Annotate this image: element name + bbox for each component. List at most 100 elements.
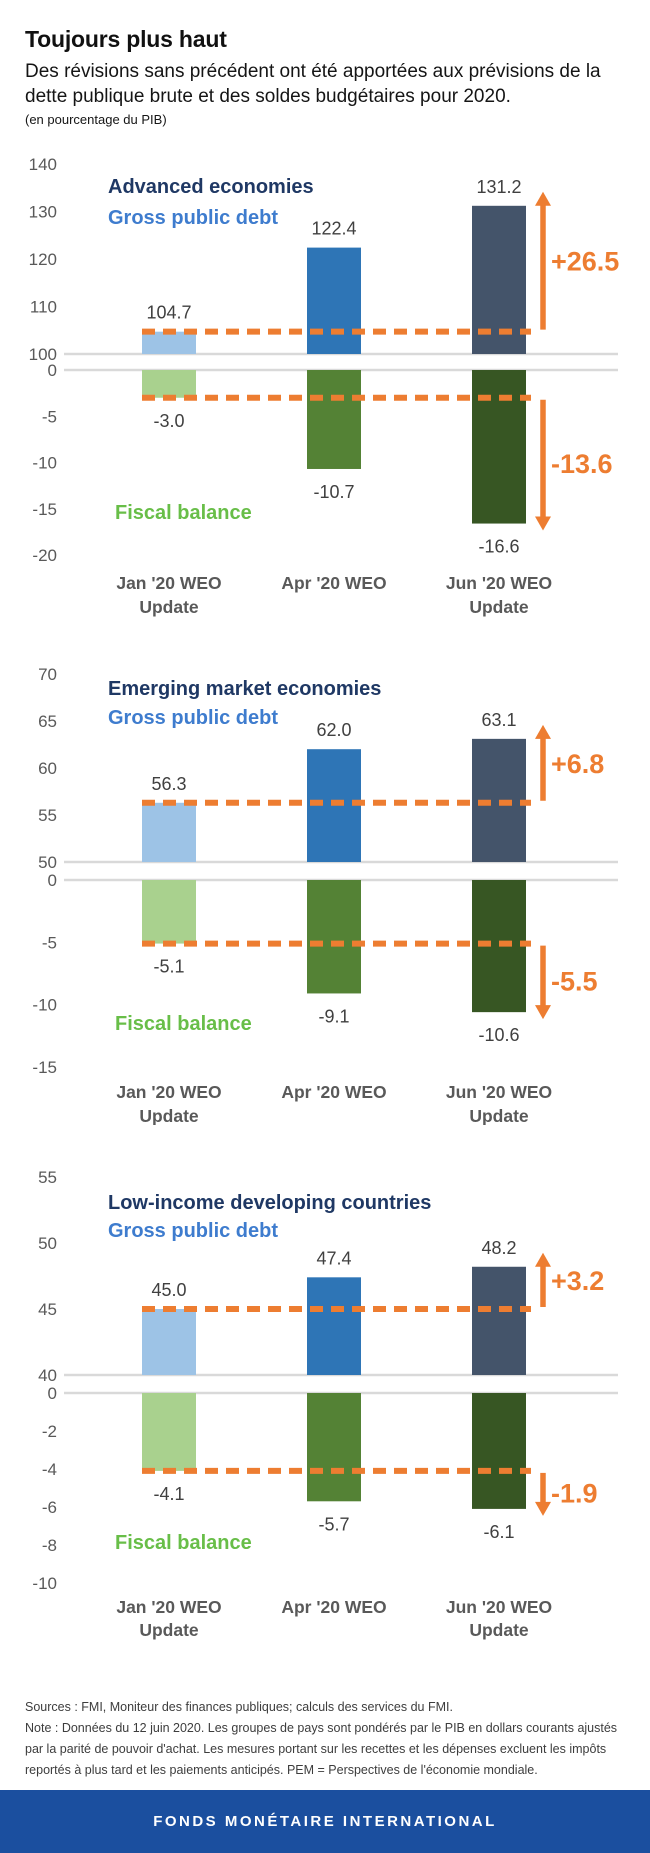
category-label-0-line2: Update: [139, 597, 199, 617]
debt-axis-tick: 55: [38, 806, 57, 825]
fiscal-axis-tick: -6: [42, 1498, 57, 1517]
footnotes: Sources : FMI, Moniteur des finances pub…: [0, 1653, 650, 1790]
region-title: Low-income developing countries: [108, 1192, 431, 1214]
category-label-2-line2: Update: [469, 597, 529, 617]
fiscal-bar-1: [307, 370, 361, 469]
debt-axis-tick: 50: [38, 853, 57, 872]
category-label-0: Jan '20 WEO: [116, 1082, 221, 1102]
fiscal-change-label: -13.6: [551, 449, 613, 479]
fiscal-axis-tick: -5: [42, 407, 57, 426]
fiscal-axis-tick: -4: [42, 1460, 57, 1479]
category-label-2: Jun '20 WEO: [446, 1082, 552, 1102]
fiscal-axis-tick: 0: [48, 871, 57, 890]
region-title: Advanced economies: [108, 176, 314, 198]
debt-value-label-1: 62.0: [316, 720, 351, 740]
fiscal-axis-tick: -15: [32, 1058, 57, 1077]
debt-change-arrowhead: [535, 191, 551, 206]
fiscal-bar-2: [472, 1393, 526, 1509]
fiscal-series-label: Fiscal balance: [115, 1532, 252, 1554]
fiscal-axis-tick: -8: [42, 1536, 57, 1555]
fiscal-series-label: Fiscal balance: [115, 502, 252, 524]
fiscal-bar-0: [142, 880, 196, 944]
category-label-0-line2: Update: [139, 1620, 199, 1640]
debt-value-label-0: 56.3: [151, 774, 186, 794]
fiscal-axis-tick: 0: [48, 1384, 57, 1403]
debt-change-arrowhead: [535, 724, 551, 739]
debt-bar-1: [307, 1277, 361, 1375]
debt-change-label: +3.2: [551, 1266, 604, 1296]
fiscal-value-label-0: -3.0: [153, 411, 184, 431]
debt-axis-tick: 40: [38, 1366, 57, 1385]
debt-value-label-1: 122.4: [311, 219, 356, 239]
fiscal-value-label-1: -5.7: [318, 1514, 349, 1534]
category-label-2: Jun '20 WEO: [446, 1597, 552, 1617]
fiscal-change-label: -1.9: [551, 1478, 598, 1508]
fiscal-axis-tick: -20: [32, 546, 57, 565]
category-label-0: Jan '20 WEO: [116, 1597, 221, 1617]
fiscal-bar-2: [472, 370, 526, 524]
debt-value-label-2: 63.1: [481, 710, 516, 730]
debt-axis-tick: 110: [30, 298, 57, 317]
debt-bar-0: [142, 331, 196, 354]
fiscal-bar-0: [142, 370, 196, 398]
debt-bar-2: [472, 1266, 526, 1375]
imf-banner: FONDS MONÉTAIRE INTERNATIONAL: [0, 1790, 650, 1853]
fiscal-axis-tick: -10: [32, 996, 57, 1015]
debt-value-label-1: 47.4: [316, 1248, 351, 1268]
fiscal-axis-tick: -10: [32, 1574, 57, 1593]
chart-emerging-market-economies: 70 65 60 55 500 -5 -10 -15 56.3 62.0 63.1 -5.1 -9.1 -…: [32, 665, 618, 1125]
category-label-0-line2: Update: [139, 1106, 199, 1125]
debt-series-label: Gross public debt: [108, 707, 278, 729]
fiscal-axis-tick: -15: [32, 500, 57, 519]
fiscal-axis-tick: -2: [42, 1422, 57, 1441]
fiscal-value-label-2: -6.1: [483, 1522, 514, 1542]
debt-axis-tick: 45: [38, 1300, 57, 1319]
debt-value-label-0: 45.0: [151, 1280, 186, 1300]
debt-value-label-2: 48.2: [481, 1238, 516, 1258]
debt-axis-tick: 55: [38, 1168, 57, 1187]
page-subtitle: Des révisions sans précédent ont été app…: [25, 61, 601, 107]
fiscal-value-label-2: -10.6: [478, 1025, 519, 1045]
header: Toujours plus haut Des révisions sans pr…: [0, 0, 650, 130]
debt-bar-1: [307, 247, 361, 354]
fiscal-value-label-2: -16.6: [478, 537, 519, 557]
fiscal-series-label: Fiscal balance: [115, 1013, 252, 1035]
debt-axis-tick: 65: [38, 712, 57, 731]
debt-series-label: Gross public debt: [108, 1220, 278, 1242]
fiscal-axis-tick: -10: [32, 454, 57, 473]
fiscal-axis-tick: -5: [42, 933, 57, 952]
sources-note: Sources : FMI, Moniteur des finances pub…: [25, 1700, 453, 1714]
debt-axis-tick: 50: [38, 1234, 57, 1253]
category-label-2-line2: Update: [469, 1106, 529, 1125]
debt-value-label-0: 104.7: [146, 303, 191, 323]
fiscal-value-label-1: -10.7: [313, 482, 354, 502]
debt-bar-0: [142, 802, 196, 862]
debt-axis-tick: 120: [29, 250, 57, 269]
fiscal-value-label-1: -9.1: [318, 1006, 349, 1026]
debt-change-label: +6.8: [551, 749, 604, 779]
region-title: Emerging market economies: [108, 678, 381, 700]
category-label-1: Apr '20 WEO: [281, 1597, 386, 1617]
debt-change-label: +26.5: [551, 247, 619, 277]
fiscal-change-label: -5.5: [551, 966, 598, 996]
debt-value-label-2: 131.2: [476, 177, 521, 197]
debt-series-label: Gross public debt: [108, 207, 278, 229]
category-label-1: Apr '20 WEO: [281, 1082, 386, 1102]
debt-bar-0: [142, 1309, 196, 1375]
debt-axis-tick: 140: [29, 155, 57, 174]
category-label-0: Jan '20 WEO: [116, 573, 221, 593]
data-note: Note : Données du 12 juin 2020. Les grou…: [25, 1721, 618, 1777]
fiscal-value-label-0: -4.1: [153, 1484, 184, 1504]
category-label-2-line2: Update: [469, 1620, 529, 1640]
debt-axis-tick: 100: [29, 345, 57, 364]
category-label-2: Jun '20 WEO: [446, 573, 552, 593]
debt-axis-tick: 130: [29, 203, 57, 222]
fiscal-change-arrowhead: [535, 1005, 551, 1020]
unit-note: (en pourcentage du PIB): [25, 112, 167, 128]
fiscal-change-arrowhead: [535, 1501, 551, 1516]
debt-axis-tick: 70: [38, 665, 57, 684]
chart-low-income-developing-countries: 55 50 45 400 -2 -4 -6 -8 -10 45.0 47.4 48.2 -4.1 -5.7…: [32, 1168, 618, 1640]
category-label-1: Apr '20 WEO: [281, 573, 386, 593]
